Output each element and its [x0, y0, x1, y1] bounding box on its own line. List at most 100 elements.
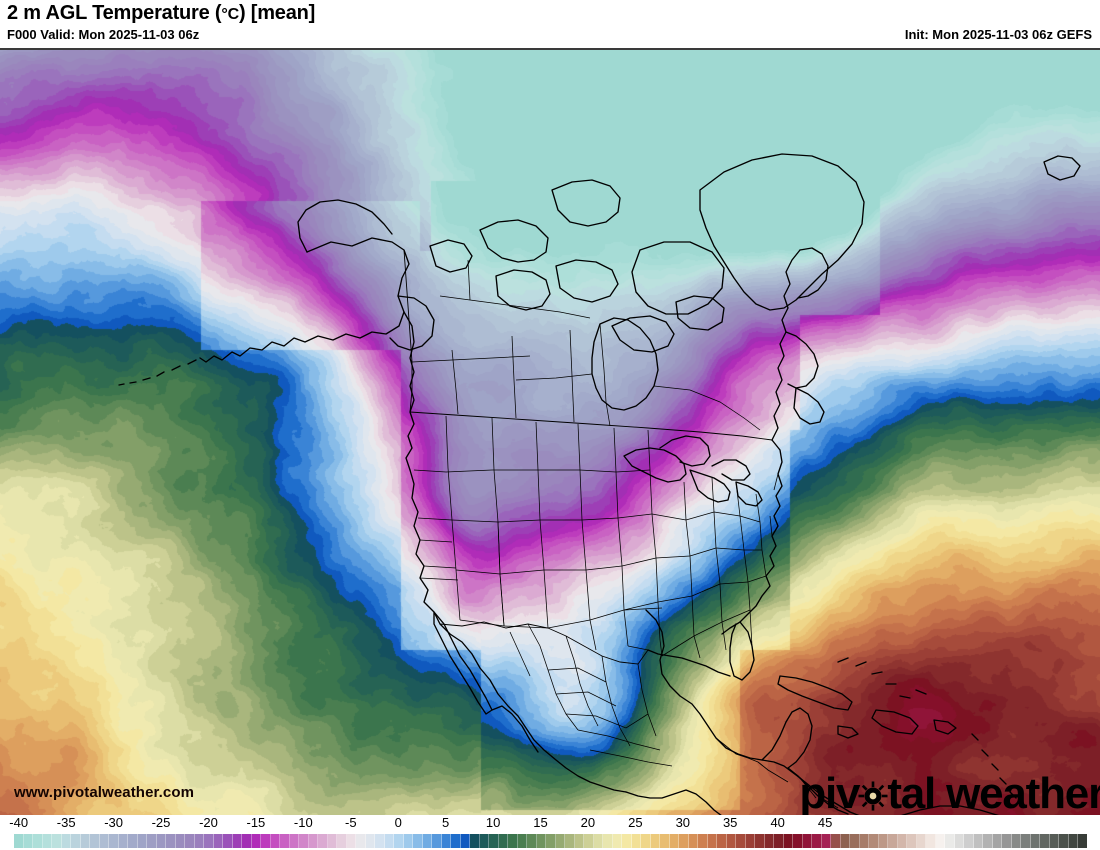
colorbar-swatch	[109, 834, 119, 848]
colorbar-swatch	[356, 834, 366, 848]
colorbar-swatch	[907, 834, 917, 848]
colorbar-swatch	[584, 834, 594, 848]
colorbar-swatch	[489, 834, 499, 848]
title-main: 2 m AGL Temperature (	[7, 2, 222, 24]
valid-time-label: F000 Valid: Mon 2025-11-03 06z	[7, 27, 200, 42]
map-viewport[interactable]: www.pivotalweather.com piv	[0, 48, 1100, 815]
colorbar-swatch	[99, 834, 109, 848]
colorbar-swatch	[498, 834, 508, 848]
colorbar-tick-label: 40	[770, 815, 785, 830]
colorbar-swatch	[52, 834, 62, 848]
colorbar-swatch	[365, 834, 375, 848]
colorbar-tick-label: 10	[485, 815, 501, 830]
colorbar-gradient[interactable]	[14, 834, 1087, 848]
colorbar-swatch	[1059, 834, 1069, 848]
colorbar-tick-label: 45	[817, 815, 833, 830]
colorbar-swatch	[859, 834, 869, 848]
colorbar-swatch	[213, 834, 223, 848]
colorbar-swatch	[698, 834, 708, 848]
colorbar-swatch	[992, 834, 1002, 848]
colorbar-swatch	[223, 834, 233, 848]
colorbar-tick-label: -35	[56, 815, 76, 830]
colorbar-tick-label: -10	[293, 815, 313, 830]
colorbar-swatch	[270, 834, 280, 848]
colorbar-tick-label: -40	[9, 815, 29, 830]
colorbar-swatch	[745, 834, 755, 848]
page-title: 2 m AGL Temperature (°C) [mean]	[7, 2, 315, 25]
colorbar-swatch	[14, 834, 24, 848]
colorbar-swatch	[147, 834, 157, 848]
colorbar-tick-label: 5	[441, 815, 450, 830]
colorbar-swatch	[232, 834, 242, 848]
colorbar-swatch	[1078, 834, 1087, 848]
colorbar-swatch	[1002, 834, 1012, 848]
colorbar-tick-label: -5	[345, 815, 357, 830]
colorbar-swatch	[185, 834, 195, 848]
colorbar-swatch	[318, 834, 328, 848]
title-unit: °C	[221, 6, 239, 23]
colorbar-swatch	[935, 834, 945, 848]
colorbar-swatch	[289, 834, 299, 848]
colorbar-swatch	[422, 834, 432, 848]
colorbar-swatch	[973, 834, 983, 848]
colorbar-swatch	[242, 834, 252, 848]
colorbar-swatch	[479, 834, 489, 848]
colorbar-swatch	[90, 834, 100, 848]
colorbar-swatch	[42, 834, 52, 848]
colorbar-swatch	[261, 834, 271, 848]
colorbar-swatch	[346, 834, 356, 848]
colorbar-swatch	[850, 834, 860, 848]
colorbar-swatch	[612, 834, 622, 848]
colorbar-swatch	[945, 834, 955, 848]
colorbar-tick-label: -15	[246, 815, 266, 830]
colorbar-swatch	[508, 834, 518, 848]
colorbar-swatch	[460, 834, 470, 848]
colorbar-swatch	[280, 834, 290, 848]
colorbar-tick-label: 35	[722, 815, 738, 830]
country-border-paths	[403, 249, 839, 809]
colorbar-swatch	[869, 834, 879, 848]
colorbar-tick-label: -20	[199, 815, 218, 830]
colorbar-swatch	[983, 834, 993, 848]
colorbar-tick-labels: -40 -35 -30 -25 -20 -15 -10 -5 0 5 10 15 20 25 30 35 40 4…	[0, 815, 1100, 833]
colorbar-swatch	[33, 834, 43, 848]
colorbar-swatch	[964, 834, 974, 848]
colorbar-swatch	[954, 834, 964, 848]
colorbar-tick-label: 0	[394, 815, 402, 830]
colorbar-swatch	[574, 834, 584, 848]
colorbar-swatch	[793, 834, 803, 848]
colorbar-swatch	[413, 834, 423, 848]
colorbar-swatch	[669, 834, 679, 848]
colorbar-swatch	[926, 834, 936, 848]
colorbar-swatch	[470, 834, 480, 848]
init-time-label: Init: Mon 2025-11-03 06z GEFS	[904, 27, 1092, 42]
temperature-raster[interactable]	[0, 50, 1100, 815]
colorbar-swatch	[1021, 834, 1031, 848]
colorbar-swatch	[660, 834, 670, 848]
colorbar-swatch	[878, 834, 888, 848]
colorbar-swatch	[831, 834, 841, 848]
colorbar-swatch	[1030, 834, 1040, 848]
colorbar-tick-label: 15	[533, 815, 548, 830]
colorbar-swatch	[593, 834, 603, 848]
colorbar-tick-label: -30	[104, 815, 123, 830]
colorbar-swatch	[308, 834, 318, 848]
colorbar-swatch	[840, 834, 850, 848]
colorbar-swatch	[194, 834, 204, 848]
colorbar-swatch	[166, 834, 176, 848]
colorbar-swatch	[802, 834, 812, 848]
colorbar-swatch	[394, 834, 404, 848]
colorbar-swatch	[71, 834, 81, 848]
colorbar-swatch	[565, 834, 575, 848]
colorbar-swatch	[384, 834, 394, 848]
colorbar-swatch	[774, 834, 784, 848]
colorbar-swatch	[1011, 834, 1021, 848]
colorbar[interactable]: -40 -35 -30 -25 -20 -15 -10 -5 0 5 10 15 20 25 30 35 40 4…	[0, 815, 1100, 850]
colorbar-swatch	[641, 834, 651, 848]
logo-text-pre: piv	[799, 769, 860, 815]
colorbar-swatch	[603, 834, 613, 848]
colorbar-swatch	[527, 834, 537, 848]
colorbar-swatch	[451, 834, 461, 848]
colorbar-swatch	[517, 834, 527, 848]
map-boundaries-layer	[118, 153, 1081, 815]
